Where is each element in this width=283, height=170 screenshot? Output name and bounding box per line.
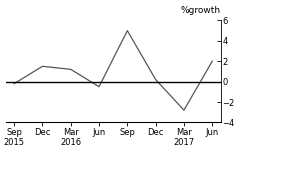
Text: %growth: %growth: [181, 6, 221, 15]
